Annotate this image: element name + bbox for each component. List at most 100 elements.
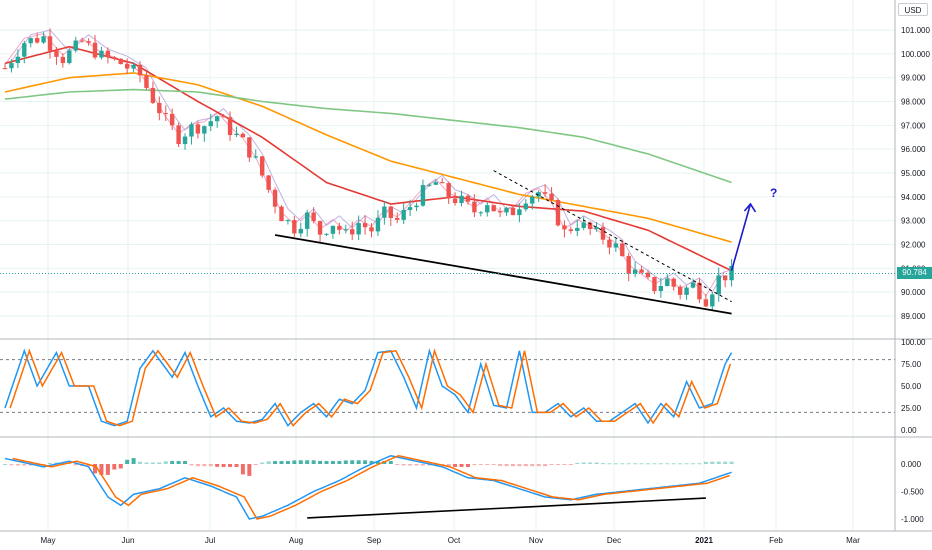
- resistance-trendline: [493, 170, 732, 303]
- candle-body: [92, 42, 98, 58]
- stoch-tick-label: 50.00: [901, 382, 922, 391]
- candle-body: [388, 206, 393, 218]
- macd-bar: [504, 464, 509, 467]
- candle: [41, 32, 46, 44]
- time-axis-label: Feb: [769, 536, 783, 545]
- candle: [182, 133, 188, 150]
- candle-body: [9, 63, 14, 69]
- candle-body: [632, 269, 638, 274]
- candle: [234, 126, 239, 137]
- candle: [645, 269, 651, 280]
- macd-bar: [588, 462, 593, 464]
- macd-bar: [73, 464, 78, 466]
- price-tick-label: 100.000: [901, 50, 930, 59]
- macd-bar: [150, 462, 155, 464]
- candle: [47, 28, 53, 59]
- candle-body: [137, 64, 143, 76]
- candle-body: [157, 102, 162, 114]
- candle-body: [285, 220, 291, 222]
- question-mark-annotation: ?: [770, 186, 777, 200]
- macd-histogram: [3, 458, 734, 476]
- price-tick-label: 92.000: [901, 241, 926, 250]
- macd-bar: [543, 464, 548, 467]
- candle: [202, 125, 207, 142]
- candle: [575, 220, 580, 237]
- candle-body: [690, 282, 696, 288]
- candle-body: [517, 209, 522, 216]
- candle-body: [47, 36, 53, 51]
- candle: [253, 149, 258, 159]
- macd-bar: [478, 464, 483, 465]
- candle: [169, 108, 175, 130]
- candle: [195, 121, 201, 139]
- candle: [491, 204, 496, 212]
- candle-body: [530, 196, 535, 204]
- candle: [86, 38, 91, 46]
- candle-body: [124, 64, 130, 69]
- candle-body: [504, 207, 509, 213]
- macd-bar: [633, 463, 638, 465]
- candle-body: [54, 50, 59, 57]
- macd-divergence-trendline: [307, 497, 706, 519]
- candle: [375, 210, 381, 236]
- macd-bar: [491, 464, 496, 465]
- candle: [227, 111, 233, 141]
- candle: [260, 155, 265, 178]
- macd-bar: [125, 459, 130, 464]
- macd-bar: [562, 464, 567, 465]
- ma-pink-line: [4, 33, 732, 297]
- macd-bar: [388, 461, 393, 464]
- candle-body: [311, 212, 316, 222]
- stoch-d-line: [9, 348, 732, 427]
- candle-body: [240, 133, 246, 138]
- macd-bar: [581, 462, 586, 464]
- candle: [266, 174, 271, 193]
- candle-body: [594, 227, 599, 229]
- candle: [343, 224, 348, 234]
- macd-bar: [607, 463, 612, 465]
- candle-body: [652, 277, 657, 292]
- candle: [176, 122, 181, 148]
- candle: [285, 219, 291, 225]
- candle-body: [169, 113, 175, 126]
- candle: [504, 206, 509, 216]
- candle: [34, 32, 40, 44]
- macd-bar: [112, 464, 117, 470]
- candle: [2, 63, 8, 70]
- macd-bar: [459, 464, 464, 467]
- macd-bar: [99, 464, 104, 475]
- candle-body: [22, 43, 27, 57]
- candle: [581, 216, 586, 231]
- macd-bar: [375, 461, 380, 464]
- projection-arrow-line: [730, 203, 752, 271]
- time-axis-label: Oct: [448, 536, 461, 545]
- candle: [407, 199, 413, 216]
- candle: [697, 278, 702, 304]
- candle: [658, 277, 664, 298]
- macd-bar: [292, 460, 297, 464]
- candle-body: [234, 133, 239, 136]
- macd-tick-label: -1.000: [901, 515, 924, 524]
- candle: [716, 267, 721, 302]
- candle-body: [607, 239, 612, 248]
- macd-bar: [658, 463, 663, 465]
- candle-body: [440, 182, 445, 184]
- candle-body: [414, 205, 419, 208]
- macd-bar: [48, 463, 53, 465]
- macd-bar: [305, 460, 310, 464]
- currency-selector[interactable]: USD: [898, 3, 928, 16]
- candle: [208, 113, 213, 132]
- candle: [189, 122, 194, 145]
- time-axis-label: Aug: [289, 536, 303, 545]
- macd-signal-line: [12, 455, 730, 520]
- candle-body: [401, 209, 406, 220]
- candle-body: [292, 220, 297, 234]
- candle: [362, 214, 368, 235]
- candle-body: [176, 125, 181, 145]
- candle-body: [163, 113, 168, 115]
- macd-bar: [729, 461, 734, 464]
- candle-body: [337, 225, 342, 230]
- macd-bar: [260, 462, 265, 464]
- candle: [144, 71, 149, 91]
